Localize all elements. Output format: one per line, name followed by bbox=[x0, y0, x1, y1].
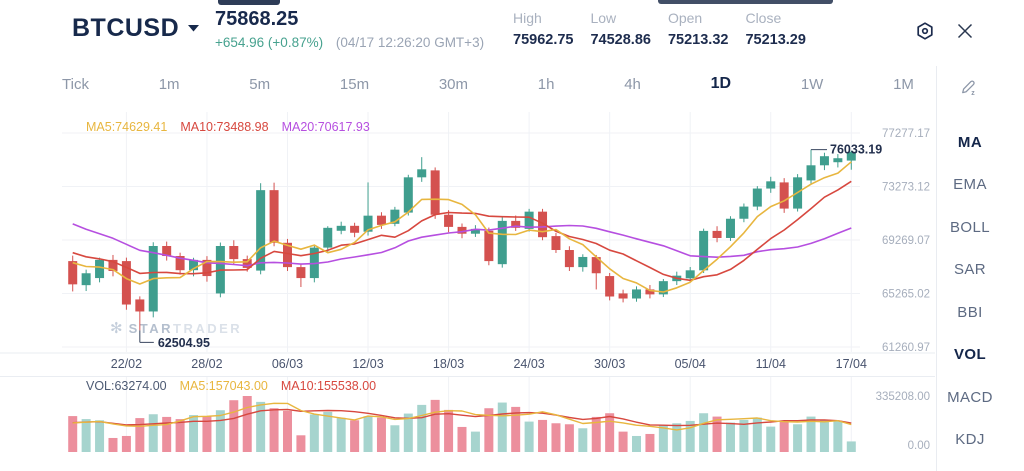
stat-label: Low bbox=[590, 10, 617, 26]
volume-legend-item: MA5:157043.00 bbox=[179, 379, 268, 393]
draw-tools-button[interactable]: z bbox=[959, 78, 978, 102]
stat-value: 75962.75 bbox=[513, 32, 574, 48]
svg-text:22/02: 22/02 bbox=[111, 357, 142, 371]
timeframe-15m[interactable]: 15m bbox=[339, 75, 370, 93]
ma-legend-item: MA10:73488.98 bbox=[180, 120, 269, 134]
stat-value: 75213.32 bbox=[667, 32, 729, 48]
stat-high: High 75962.75 bbox=[513, 10, 573, 48]
timeframe-tick[interactable]: Tick bbox=[62, 75, 89, 93]
timeframe-1d[interactable]: 1D bbox=[710, 75, 732, 92]
svg-text:06/03: 06/03 bbox=[272, 357, 303, 371]
volume-legend-item: VOL:63274.00 bbox=[86, 379, 167, 393]
top-artifact bbox=[218, 0, 280, 5]
svg-text:17/04: 17/04 bbox=[836, 357, 867, 371]
svg-text:z: z bbox=[971, 90, 975, 97]
svg-text:61260.97: 61260.97 bbox=[882, 342, 930, 354]
stat-value: 74528.86 bbox=[590, 32, 651, 48]
symbol-name: BTCUSD bbox=[72, 14, 180, 42]
close-icon bbox=[957, 23, 973, 39]
svg-text:76033.19: 76033.19 bbox=[830, 143, 882, 157]
indicator-vol[interactable]: VOL bbox=[953, 346, 987, 364]
svg-text:12/03: 12/03 bbox=[352, 357, 383, 371]
indicator-boll[interactable]: BOLL bbox=[950, 218, 990, 236]
svg-text:24/03: 24/03 bbox=[513, 357, 544, 371]
stat-close: Close 75213.29 bbox=[745, 10, 805, 48]
ma-legend: MA5:74629.41 MA10:73488.98 MA20:70617.93 bbox=[86, 120, 383, 134]
timeframe-1m[interactable]: 1m bbox=[158, 75, 180, 93]
timeframe-4h[interactable]: 4h bbox=[624, 75, 641, 93]
ohlc-stats: High 75962.75 Low 74528.86 Open 75213.32 Close… bbox=[513, 10, 806, 48]
gear-icon bbox=[917, 22, 933, 40]
snowflake-icon: ✻ bbox=[110, 320, 123, 337]
indicator-sidebar: z MA EMA BOLL SAR BBI VOL MACD KDJ bbox=[936, 66, 1024, 471]
timeframe-5m[interactable]: 5m bbox=[249, 75, 271, 93]
stat-low: Low 74528.86 bbox=[590, 10, 650, 48]
ma-legend-item: MA5:74629.41 bbox=[86, 120, 168, 134]
indicator-bbi[interactable]: BBI bbox=[957, 303, 983, 321]
symbol-selector[interactable]: BTCUSD bbox=[72, 14, 200, 43]
timeframe-1m[interactable]: 1M bbox=[893, 75, 914, 93]
svg-text:77277.17: 77277.17 bbox=[882, 128, 930, 140]
watermark-text: STAR bbox=[128, 320, 174, 336]
svg-text:335208.00: 335208.00 bbox=[876, 391, 930, 403]
quote-timestamp: (04/17 12:26:20 GMT+3) bbox=[335, 35, 485, 50]
indicator-kdj[interactable]: KDJ bbox=[955, 431, 985, 449]
stat-label: High bbox=[513, 10, 542, 26]
svg-text:28/02: 28/02 bbox=[191, 357, 222, 371]
timeframe-1w[interactable]: 1W bbox=[800, 75, 824, 93]
price-change: +654.96 (+0.87%) bbox=[215, 35, 324, 50]
close-button[interactable] bbox=[953, 19, 977, 43]
price-change-row: +654.96 (+0.87%) (04/17 12:26:20 GMT+3) bbox=[215, 35, 484, 50]
volume-legend-item: MA10:155538.00 bbox=[280, 379, 377, 393]
svg-text:73273.12: 73273.12 bbox=[882, 182, 930, 194]
pencil-icon: z bbox=[962, 80, 975, 97]
svg-text:11/04: 11/04 bbox=[756, 357, 786, 371]
stat-open: Open 75213.32 bbox=[668, 10, 728, 48]
svg-text:65265.02: 65265.02 bbox=[882, 289, 930, 301]
stat-label: Close bbox=[745, 10, 782, 26]
svg-text:05/04: 05/04 bbox=[675, 357, 706, 371]
timeframe-tabs: Tick 1m 5m 15m 30m 1h 4h 1D 1W 1M bbox=[62, 66, 914, 102]
stat-value: 75213.29 bbox=[745, 32, 806, 48]
watermark-text: TRADER bbox=[173, 320, 243, 336]
top-artifact bbox=[658, 0, 833, 4]
indicator-list: MA EMA BOLL SAR BBI VOL MACD KDJ bbox=[937, 121, 1003, 461]
watermark: ✻ STAR TRADER bbox=[110, 319, 242, 337]
ma-legend-item: MA20:70617.93 bbox=[281, 120, 370, 134]
indicator-ema[interactable]: EMA bbox=[953, 176, 987, 194]
svg-text:18/03: 18/03 bbox=[433, 357, 464, 371]
svg-text:30/03: 30/03 bbox=[594, 357, 625, 371]
timeframe-1h[interactable]: 1h bbox=[537, 75, 555, 93]
candlestick-chart[interactable]: 77277.17 73273.12 69269.07 65265.02 61260.97… bbox=[0, 0, 935, 471]
indicator-ma[interactable]: MA bbox=[957, 133, 983, 151]
svg-text:62504.95: 62504.95 bbox=[158, 336, 210, 350]
volume-legend: VOL:63274.00 MA5:157043.00 MA10:155538.00 bbox=[86, 379, 389, 393]
stat-label: Open bbox=[667, 10, 703, 26]
last-price: 75868.25 bbox=[215, 8, 299, 30]
timeframe-30m[interactable]: 30m bbox=[438, 75, 469, 93]
svg-text:0.00: 0.00 bbox=[908, 440, 930, 452]
settings-button[interactable] bbox=[913, 19, 937, 43]
indicator-macd[interactable]: MACD bbox=[947, 388, 993, 406]
chevron-down-icon bbox=[188, 25, 200, 32]
indicator-sar[interactable]: SAR bbox=[953, 261, 987, 279]
svg-text:69269.07: 69269.07 bbox=[882, 235, 930, 247]
